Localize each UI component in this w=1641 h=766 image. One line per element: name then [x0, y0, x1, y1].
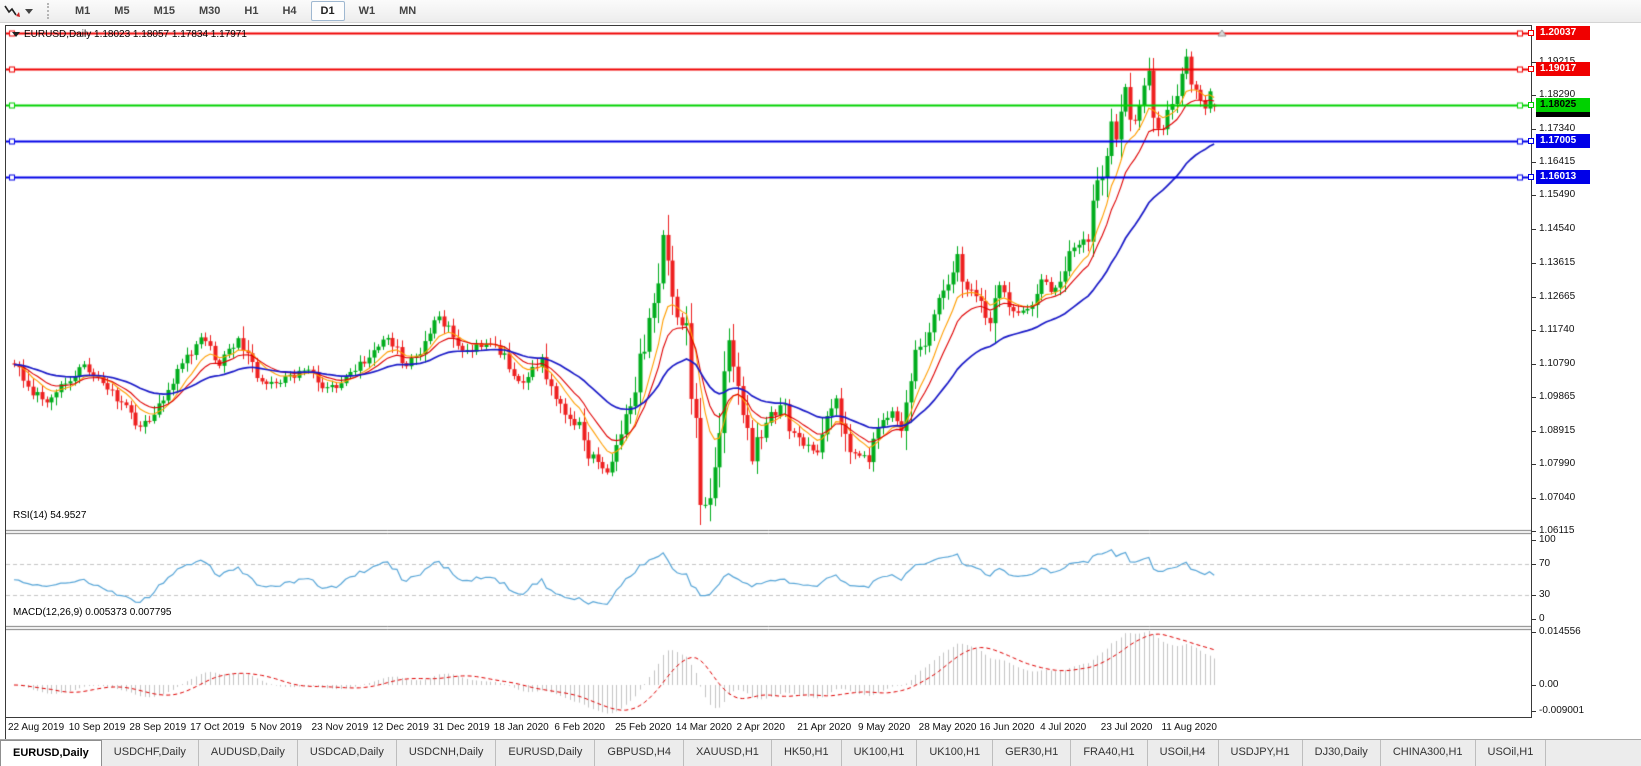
chart-tab-uk100-h1[interactable]: UK100,H1	[842, 740, 918, 766]
price-tick-label: 1.08915	[1531, 424, 1576, 436]
top-toolbar: M1 M5 M15 M30 H1 H4 D1 W1 MN	[0, 0, 1641, 23]
date-tick-label: 17 Oct 2019	[190, 722, 245, 733]
date-tick-label: 28 May 2020	[918, 722, 977, 733]
timeframe-button-H1[interactable]: H1	[244, 5, 259, 17]
chart-tab-eurusd-daily[interactable]: EURUSD,Daily	[0, 740, 102, 766]
date-tick-label: 6 Feb 2020	[554, 722, 605, 733]
timeframe-button-D1[interactable]: D1	[310, 1, 345, 21]
chart-tab-usdjpy-h1[interactable]: USDJPY,H1	[1219, 740, 1303, 766]
date-tick-label: 28 Sep 2019	[129, 722, 187, 733]
chart-tab-eurusd-daily[interactable]: EURUSD,Daily	[496, 740, 596, 766]
price-tick-label: 1.19215	[1531, 56, 1575, 68]
chart-tab-fra40-h1[interactable]: FRA40,H1	[1071, 740, 1148, 766]
date-tick-label: 22 Aug 2019	[8, 722, 65, 733]
level-anchor-icon[interactable]	[1528, 66, 1534, 73]
chart-tab-usdcad-daily[interactable]: USDCAD,Daily	[298, 740, 397, 766]
chart-tool-icon[interactable]	[4, 3, 22, 19]
chart-tab-usoil-h1[interactable]: USOil,H1	[1476, 740, 1547, 766]
date-tick-label: 18 Jan 2020	[493, 722, 549, 733]
chart-tab-usdcnh-daily[interactable]: USDCNH,Daily	[397, 740, 497, 766]
macd-tick-label: 0.00	[1531, 679, 1559, 690]
chart-tab-ger30-h1[interactable]: GER30,H1	[993, 740, 1072, 766]
level-anchor-icon[interactable]	[1528, 101, 1534, 108]
rsi-tick-label: 70	[1531, 557, 1551, 569]
timeframe-button-M30[interactable]: M30	[198, 5, 221, 17]
timeframe-button-M15[interactable]: M15	[153, 5, 175, 17]
level-anchor-icon[interactable]	[1528, 138, 1534, 145]
price-tick-label: 1.16415	[1531, 156, 1576, 168]
date-tick-label: 10 Sep 2019	[68, 722, 126, 733]
price-tick-label: 1.11740	[1531, 323, 1575, 335]
level-anchor-icon[interactable]	[1528, 29, 1534, 36]
level-price-badge: 1.19017	[1528, 62, 1590, 77]
level-price-badge: 1.20037	[1528, 25, 1590, 40]
chart-tab-china300-h1[interactable]: CHINA300,H1	[1381, 740, 1476, 766]
date-tick-label: 23 Nov 2019	[311, 722, 369, 733]
chart-menu-icon[interactable]	[12, 32, 20, 37]
chart-tab-hk50-h1[interactable]: HK50,H1	[772, 740, 842, 766]
chart-tab-dj30-daily[interactable]: DJ30,Daily	[1303, 740, 1381, 766]
chart-window: EURUSD,Daily 1.18023 1.18057 1.17834 1.1…	[5, 25, 1532, 718]
chart-tab-usoil-h4[interactable]: USOil,H4	[1148, 740, 1219, 766]
date-tick-label: 25 Feb 2020	[615, 722, 672, 733]
date-axis: 22 Aug 2019 10 Sep 2019 28 Sep 2019 17 Oct …	[5, 718, 1532, 739]
price-tick-label: 1.07990	[1531, 457, 1576, 469]
price-tick-label: 1.07040	[1531, 491, 1576, 503]
timeframe-button-H4[interactable]: H4	[282, 5, 297, 17]
timeframe-button-group: M1 M5 M15 M30 H1 H4 D1 W1 MN	[59, 0, 432, 22]
date-tick-label: 4 Jul 2020	[1040, 722, 1087, 733]
price-tick-label: 1.13615	[1531, 256, 1576, 268]
date-tick-label: 11 Aug 2020	[1161, 722, 1217, 733]
timeframe-button-M5[interactable]: M5	[114, 5, 130, 17]
price-tick-label: 1.17340	[1531, 123, 1576, 135]
price-tick-label: 1.12665	[1531, 290, 1576, 302]
price-tick-label: 1.15490	[1531, 189, 1576, 201]
chart-tab-uk100-h1[interactable]: UK100,H1	[917, 740, 994, 766]
date-tick-label: 9 May 2020	[857, 722, 911, 733]
timeframe-button-W1[interactable]: W1	[358, 5, 376, 17]
timeframe-button-MN[interactable]: MN	[399, 5, 417, 17]
timeframe-button-M1[interactable]: M1	[75, 5, 91, 17]
level-anchor-icon[interactable]	[1528, 173, 1534, 180]
macd-tick-label: 0.014556	[1532, 626, 1581, 637]
chart-title-text: EURUSD,Daily 1.18023 1.18057 1.17834 1.1…	[24, 29, 247, 40]
date-tick-label: 5 Nov 2019	[250, 722, 302, 733]
chart-tab-bar: EURUSD,Daily USDCHF,Daily AUDUSD,Daily USDC…	[0, 739, 1641, 766]
chart-tab-audusd-daily[interactable]: AUDUSD,Daily	[199, 740, 298, 766]
date-tick-label: 31 Dec 2019	[432, 722, 490, 733]
level-price-badge: 1.17005	[1528, 134, 1590, 149]
price-axis: 1.19215 1.18290 1.17340 1.16415 1.15490 1.145…	[1528, 25, 1641, 719]
rsi-indicator-label: RSI(14) 54.9527	[13, 510, 87, 521]
chart-title: EURUSD,Daily 1.18023 1.18057 1.17834 1.1…	[12, 29, 247, 40]
level-price-badge: 1.16013	[1528, 169, 1590, 184]
date-tick-label: 12 Dec 2019	[372, 722, 429, 733]
price-tick-label: 1.14540	[1531, 223, 1576, 235]
rsi-tick-label: 0	[1532, 613, 1545, 624]
macd-indicator-label: MACD(12,26,9) 0.005373 0.007795	[13, 607, 172, 618]
date-tick-label: 16 Jun 2020	[979, 722, 1035, 733]
price-tick-label: 1.10790	[1531, 357, 1576, 369]
date-tick-label: 14 Mar 2020	[675, 722, 732, 733]
toolbar-grip[interactable]	[47, 3, 51, 19]
price-tick-label: 1.09865	[1531, 390, 1576, 402]
date-tick-label: 23 Jul 2020	[1100, 722, 1153, 733]
chart-tab-gbpusd-h4[interactable]: GBPUSD,H4	[595, 740, 684, 766]
price-tick-label: 1.06115	[1531, 525, 1575, 537]
level-price-badge: 1.18025	[1528, 97, 1590, 112]
rsi-tick-label: 30	[1531, 589, 1551, 601]
chart-tab-xauusd-h1[interactable]: XAUUSD,H1	[684, 740, 772, 766]
date-tick-label: 2 Apr 2020	[736, 722, 785, 733]
price-tick-label: 1.18290	[1531, 89, 1576, 101]
dropdown-caret-icon[interactable]	[25, 8, 33, 14]
date-tick-label: 21 Apr 2020	[797, 722, 852, 733]
price-chart-canvas[interactable]	[6, 26, 1531, 717]
rsi-tick-label: 100	[1532, 534, 1556, 545]
macd-tick-label: -0.009001	[1531, 705, 1585, 716]
chart-tab-usdchf-daily[interactable]: USDCHF,Daily	[102, 740, 199, 766]
